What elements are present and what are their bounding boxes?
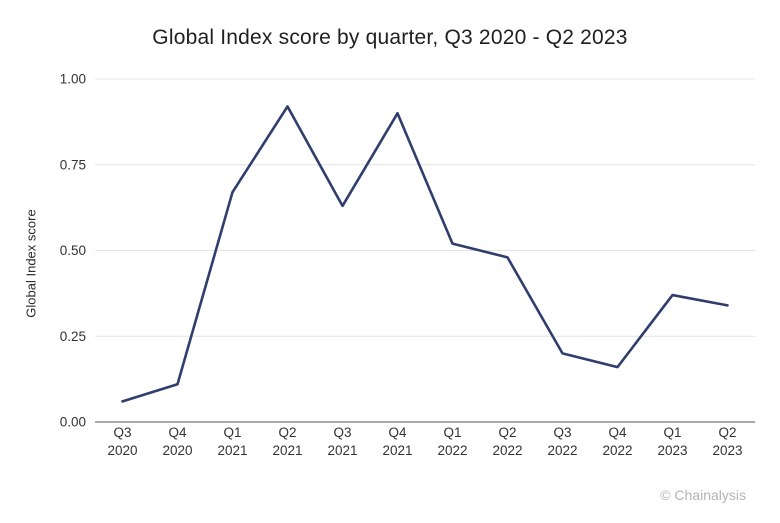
x-tick-label: Q1 2021 [217,425,247,458]
x-tick-label: Q3 2021 [327,425,357,458]
y-tick-label: 0.75 [60,157,86,172]
y-tick-label: 1.00 [60,72,86,87]
index-score-line [121,105,729,403]
y-tick-label: 0.50 [60,243,86,258]
x-tick-label: Q2 2023 [712,425,742,458]
x-tick-label: Q4 2021 [382,425,412,458]
chart-title: Global Index score by quarter, Q3 2020 -… [152,26,628,49]
x-tick-label: Q3 2022 [547,425,577,458]
x-tick-label: Q1 2022 [437,425,467,458]
x-tick-label: Q3 2020 [107,425,137,458]
x-tick-label: Q4 2020 [162,425,192,458]
y-tick-label: 0.25 [60,329,86,344]
y-tick-label: 0.00 [60,415,86,430]
x-tick-label: Q4 2022 [602,425,632,458]
x-tick-label: Q1 2023 [657,425,687,458]
attribution-text: © Chainalysis [660,487,746,503]
x-tick-label: Q2 2022 [492,425,522,458]
x-tick-label: Q2 2021 [272,425,302,458]
